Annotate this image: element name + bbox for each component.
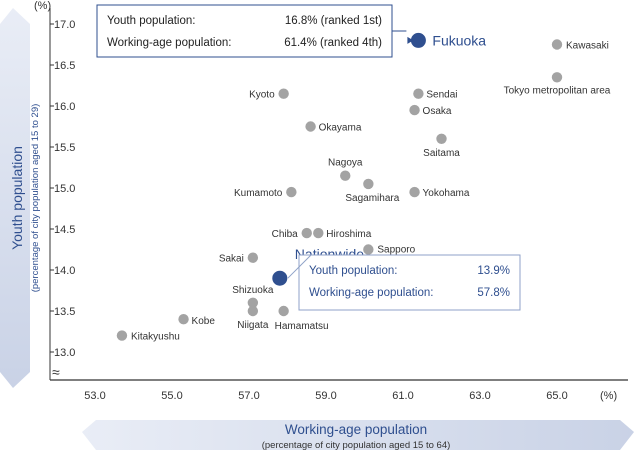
data-points: Fukuoka Kawasaki Tokyo metropolitan area Ky… [116,32,611,343]
point-label-niigata: Niigata [237,320,269,331]
point-saitama [436,133,447,144]
y-axis-arrow-band [0,8,30,388]
annotation-line-value: 16.8% (ranked 1st) [285,15,382,27]
annotation-line-value: 61.4% (ranked 4th) [284,37,382,49]
y-tick-label: 16.5 [54,60,75,72]
point-label-hiroshima: Hiroshima [326,229,371,240]
y-ticks: 13.0 13.5 14.0 14.5 15.0 15.5 16.0 16.5 17.0 [50,19,75,359]
point-okayama [305,121,316,132]
point-kyoto [278,88,289,99]
x-tick-label: 59.0 [315,390,336,402]
y-axis-unit: (%) [34,0,51,12]
point-kitakyushu [116,330,128,341]
point-label-sagamihara: Sagamihara [345,193,399,204]
y-tick-label: 14.0 [54,265,75,277]
y-axis-title: Youth population (percentage of city pop… [9,104,41,293]
x-tick-label: 53.0 [84,390,105,402]
point-label-sakai: Sakai [219,254,244,265]
point-osaka [409,104,420,116]
x-axis-unit: (%) [600,390,617,402]
point-label-hamamatsu: Hamamatsu [275,321,329,332]
y-tick-label: 15.5 [54,142,75,154]
point-sagamihara [363,178,374,190]
x-axis-sublabel: (percentage of city population aged 15 t… [262,440,451,451]
point-kawasaki [551,39,563,50]
point-label-kyoto: Kyoto [249,90,275,101]
point-label-yokohama: Yokohama [423,188,470,199]
annotations: Youth population: 16.8% (ranked 1st) Worki… [96,4,521,311]
point-label-sendai: Sendai [426,90,457,101]
point-shizuoka [247,297,259,308]
point-sendai [413,88,424,99]
y-tick-label: 13.0 [54,347,75,359]
point-sapporo [363,244,374,255]
annotation-fukuoka: Youth population: 16.8% (ranked 1st) Worki… [96,4,414,58]
point-fukuoka [410,32,426,48]
annotation-line-label: Youth population: [309,265,397,277]
annotation-line-label: Working-age population: [107,37,231,49]
x-tick-label: 57.0 [238,390,259,402]
point-label-shizuoka: Shizuoka [232,285,274,296]
point-label-kawasaki: Kawasaki [566,41,609,52]
annotation-line-value: 13.9% [477,265,510,277]
y-axis-label: Youth population [9,146,25,250]
point-label-chiba: Chiba [272,229,299,240]
point-label-kobe: Kobe [192,316,216,327]
annotation-line-value: 57.8% [477,287,510,299]
point-niigata [247,305,259,317]
y-axis-break-symbol: ≈ [52,364,60,380]
point-kobe [178,314,189,325]
annotation-leader [287,254,312,279]
point-label-tokyo-metropolitan-area: Tokyo metropolitan area [504,85,611,96]
point-hiroshima [313,227,324,239]
annotation-nationwide: Youth population: 13.9% Working-age popula… [287,254,521,311]
y-tick-label: 16.0 [54,101,75,113]
point-nagoya [340,170,351,181]
x-tick-label: 65.0 [546,390,567,402]
x-axis-label: Working-age population [285,422,427,437]
x-ticks: 53.0 55.0 57.0 59.0 61.0 63.0 65.0 [84,390,567,402]
y-tick-label: 14.5 [54,224,75,236]
x-tick-label: 55.0 [161,390,182,402]
point-sakai [247,252,259,263]
annotation-arrowhead [407,36,414,44]
y-tick-label: 13.5 [54,306,75,318]
point-label-kumamoto: Kumamoto [234,188,283,199]
point-label-osaka: Osaka [423,106,452,117]
point-label-kitakyushu: Kitakyushu [131,332,180,343]
point-hamamatsu [278,305,289,317]
point-chiba [301,227,312,239]
point-kumamoto [286,186,297,198]
point-label-saitama: Saitama [423,148,460,159]
annotation-box [96,4,393,58]
y-tick-label: 17.0 [54,19,75,31]
point-label-fukuoka: Fukuoka [432,32,486,48]
annotation-line-label: Youth population: [107,15,195,27]
point-tokyo-metropolitan-area [551,72,563,83]
x-tick-label: 61.0 [392,390,413,402]
x-tick-label: 63.0 [469,390,490,402]
point-label-okayama: Okayama [319,123,362,134]
annotation-line-label: Working-age population: [309,287,433,299]
annotation-box [298,254,521,311]
point-yokohama [409,186,420,198]
x-axis-arrow-band [82,420,634,450]
y-tick-label: 15.0 [54,183,75,195]
point-label-nagoya: Nagoya [328,158,363,169]
point-label-sapporo: Sapporo [377,245,415,256]
point-nationwide [272,270,288,286]
y-axis-sublabel: (percentage of city population aged 15 t… [30,104,41,293]
